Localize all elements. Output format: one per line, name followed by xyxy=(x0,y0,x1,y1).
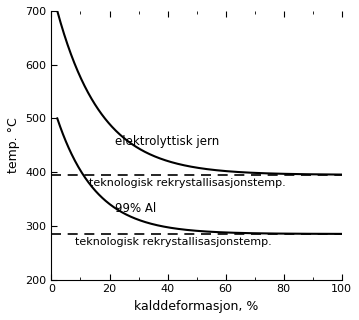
Text: teknologisk rekrystallisasjonstemp.: teknologisk rekrystallisasjonstemp. xyxy=(75,237,271,247)
Y-axis label: temp. °C: temp. °C xyxy=(7,117,20,173)
Text: elektrolyttisk jern: elektrolyttisk jern xyxy=(115,135,220,148)
Text: 99% Al: 99% Al xyxy=(115,203,157,215)
X-axis label: kalddeformasjon, %: kalddeformasjon, % xyxy=(134,300,259,313)
Text: teknologisk rekrystallisasjonstemp.: teknologisk rekrystallisasjonstemp. xyxy=(89,178,286,188)
